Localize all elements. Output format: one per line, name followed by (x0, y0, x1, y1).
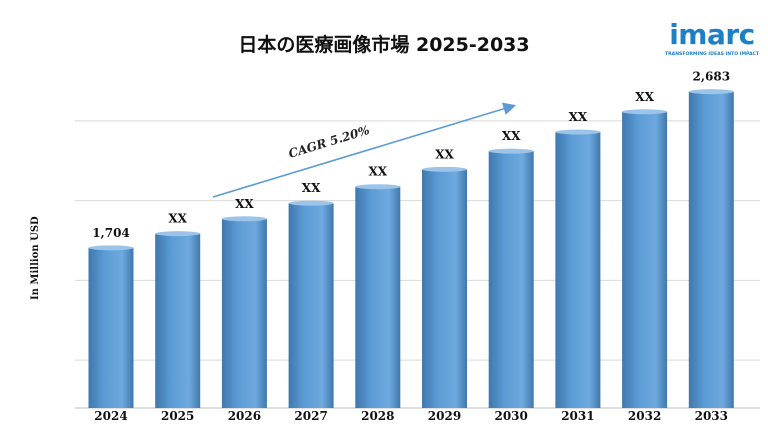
bar-cap-2028 (355, 184, 401, 190)
bar-2026 (221, 218, 267, 408)
data-labels: 1,704 XX XX XX XX XX XX XX XX 2,683 (92, 70, 730, 240)
bar-2025 (155, 233, 201, 408)
x-tick-2025: 2025 (161, 409, 194, 423)
x-tick-2031: 2031 (561, 409, 594, 423)
cagr-arrow (212, 102, 517, 198)
data-label-2026: XX (235, 197, 254, 211)
data-label-2028: XX (368, 165, 387, 179)
y-axis-label: In Million USD (30, 216, 41, 300)
logo-tagline: TRANSFORMING IDEAS INTO IMPACT (664, 52, 760, 57)
bar-2024 (88, 247, 134, 408)
x-tick-2030: 2030 (494, 409, 527, 423)
logo-wordmark: imarc (669, 18, 755, 51)
bar-cap-2025 (155, 231, 201, 237)
x-tick-2027: 2027 (294, 409, 327, 423)
bar-cap-2024 (88, 245, 134, 251)
x-tick-2026: 2026 (228, 409, 261, 423)
bar-2032 (622, 111, 668, 408)
bar-2029 (422, 169, 467, 408)
data-label-2031: XX (569, 110, 588, 124)
chart-title: 日本の医療画像市場 2025-2033 (238, 34, 530, 56)
bar-cap-2033 (688, 89, 734, 95)
x-tick-2033: 2033 (695, 409, 728, 423)
data-label-2027: XX (302, 181, 321, 195)
x-tick-2028: 2028 (361, 409, 394, 423)
x-tick-2024: 2024 (94, 409, 127, 423)
bar-cap-2026 (221, 216, 267, 222)
bar-cap-2027 (288, 200, 334, 206)
bar-cap-2032 (622, 109, 668, 115)
bar-cap-2030 (488, 148, 534, 154)
x-tick-2032: 2032 (628, 409, 661, 423)
data-label-2030: XX (502, 129, 521, 143)
bar-2027 (288, 203, 334, 408)
bar-2033 (688, 91, 734, 409)
bar-2031 (555, 132, 601, 408)
data-label-2024: 1,704 (92, 226, 130, 240)
x-tick-labels: 2024 2025 2026 2027 2028 2029 2030 2031 2032 2033 (94, 409, 728, 423)
bar-2030 (488, 151, 534, 408)
data-label-2032: XX (635, 90, 654, 104)
data-label-2033: 2,683 (693, 70, 731, 84)
bars (88, 89, 734, 409)
data-label-2029: XX (435, 147, 454, 161)
bar-cap-2029 (422, 166, 467, 172)
cagr-annotation: CAGR 5.20% (287, 123, 371, 161)
imarc-logo: imarc TRANSFORMING IDEAS INTO IMPACT (664, 18, 760, 58)
data-label-2025: XX (168, 212, 187, 226)
bar-cap-2031 (555, 129, 601, 135)
bar-2028 (355, 186, 401, 408)
x-tick-2029: 2029 (428, 409, 461, 423)
